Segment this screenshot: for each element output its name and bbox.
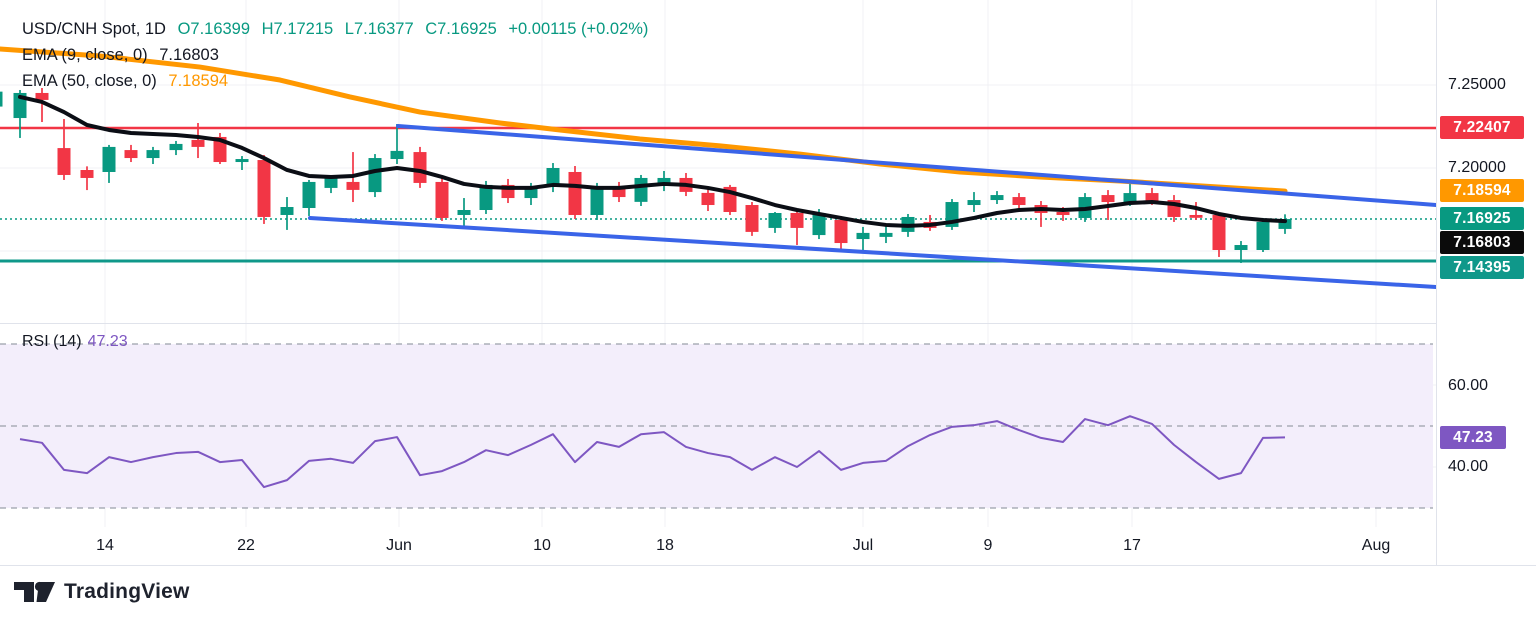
rsi-current-value: 47.23: [87, 333, 128, 350]
price-change: +0.00115 (+0.02%): [508, 20, 649, 38]
time-label-aug: Aug: [1361, 537, 1391, 554]
symbol-legend-row[interactable]: USD/CNH Spot, 1D O7.16399 H7.17215 L7.16…: [22, 16, 655, 42]
time-label-18: 18: [656, 537, 674, 554]
tradingview-brand[interactable]: TradingView: [14, 579, 190, 605]
ema50-price-badge[interactable]: 7.18594: [1440, 179, 1524, 202]
price-axis[interactable]: 7.25000 7.22407 7.20000 7.18594 7.16925 …: [1436, 0, 1536, 565]
chart-bottom-border: [0, 565, 1536, 566]
symbol-title[interactable]: USD/CNH Spot, 1D: [22, 20, 166, 38]
time-label-9: 9: [983, 537, 993, 554]
ema9-value: 7.16803: [159, 46, 219, 64]
ohlc-low: L7.16377: [344, 20, 414, 38]
rsi-value-badge[interactable]: 47.23: [1440, 426, 1506, 449]
rsi-tick-40: 40.00: [1448, 458, 1489, 475]
time-label-22: 22: [237, 537, 255, 554]
time-axis[interactable]: 14 22 Jun 10 18 Jul 9 17 Aug: [0, 527, 1436, 565]
time-label-jul: Jul: [852, 537, 874, 554]
price-tick-7-20: 7.20000: [1448, 159, 1506, 176]
chart-legend: USD/CNH Spot, 1D O7.16399 H7.17215 L7.16…: [22, 16, 655, 94]
ema9-label[interactable]: EMA (9, close, 0): [22, 46, 148, 64]
price-tick-7-25: 7.25000: [1448, 76, 1506, 93]
rsi-tick-60: 60.00: [1448, 377, 1489, 394]
ema50-legend-row[interactable]: EMA (50, close, 0) 7.18594: [22, 68, 655, 94]
time-label-jun: Jun: [386, 537, 412, 554]
tradingview-brand-text: TradingView: [64, 580, 190, 603]
ohlc-close: C7.16925: [425, 20, 497, 38]
rsi-label[interactable]: RSI (14): [22, 333, 82, 350]
rsi-legend-row[interactable]: RSI (14) 47.23: [22, 333, 128, 351]
ema50-value: 7.18594: [168, 72, 229, 90]
tradingview-logo-icon: [14, 581, 55, 602]
time-label-10: 10: [533, 537, 551, 554]
ema9-legend-row[interactable]: EMA (9, close, 0) 7.16803: [22, 42, 655, 68]
price-chart-canvas[interactable]: [0, 0, 1436, 565]
ema9-price-badge[interactable]: 7.16803: [1440, 231, 1524, 254]
pane-separator[interactable]: [0, 323, 1436, 324]
resistance-price-badge[interactable]: 7.22407: [1440, 116, 1524, 139]
time-label-17: 17: [1123, 537, 1141, 554]
time-label-14: 14: [96, 537, 114, 554]
ema50-label[interactable]: EMA (50, close, 0): [22, 72, 157, 90]
support-price-badge[interactable]: 7.14395: [1440, 256, 1524, 279]
ohlc-high: H7.17215: [261, 20, 334, 38]
last-price-badge[interactable]: 7.16925: [1440, 207, 1524, 230]
ohlc-open: O7.16399: [177, 20, 251, 38]
